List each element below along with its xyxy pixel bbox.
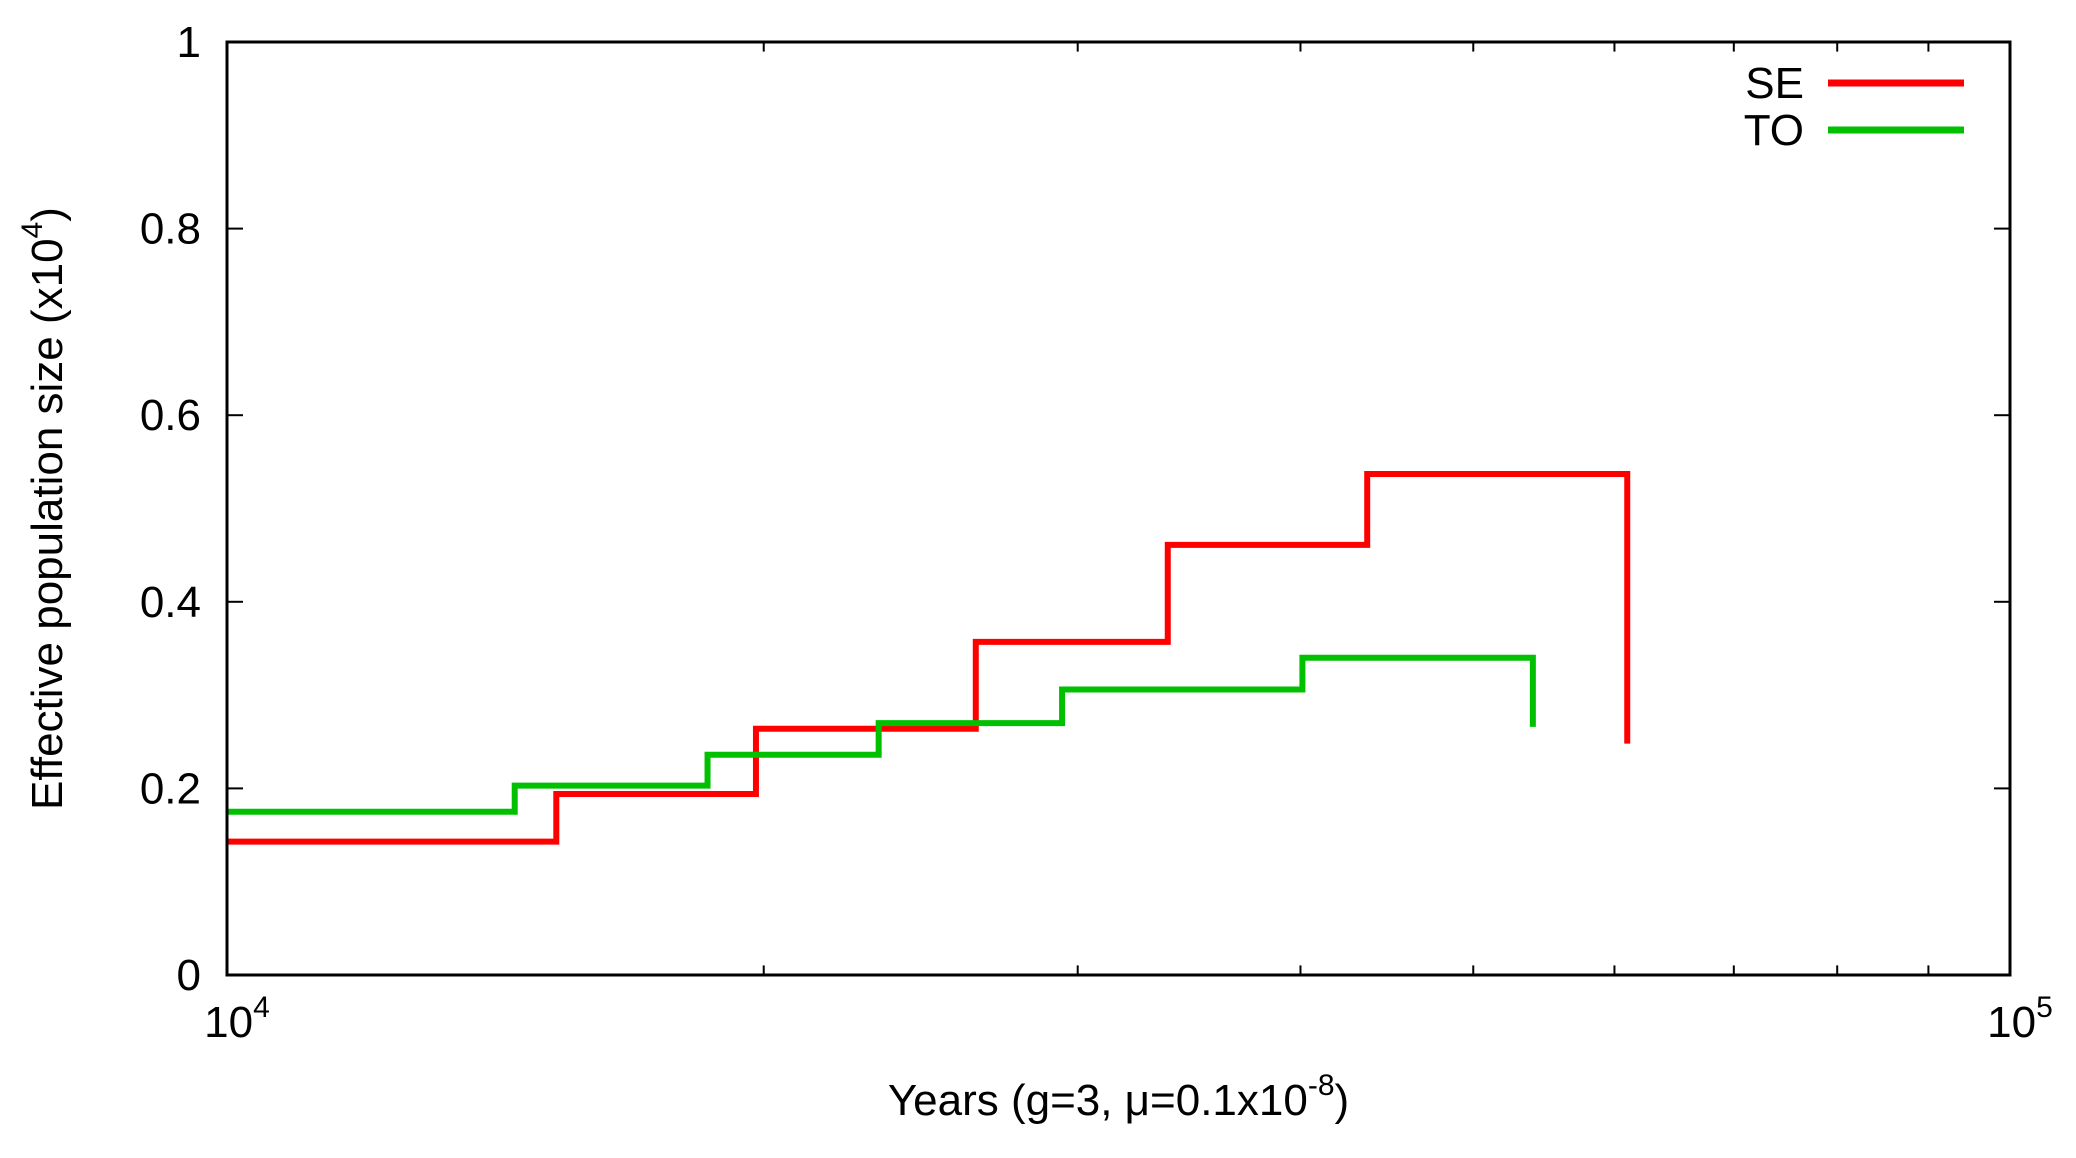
legend-label-se: SE xyxy=(1745,59,1804,108)
y-tick-label: 0.6 xyxy=(140,391,201,440)
x-axis-label-end: ) xyxy=(1335,1076,1350,1125)
plot-frame xyxy=(225,40,2012,977)
x-tick-label: 105 xyxy=(1987,991,2053,1047)
y-tick-label: 0 xyxy=(177,951,201,1000)
y-axis-label: Effective population size (x104) xyxy=(16,207,72,810)
y-tick-label: 0.4 xyxy=(140,578,201,627)
x-tick-label-base: 10 xyxy=(204,998,253,1047)
x-axis-label-main: Years (g=3, μ=0.1x10 xyxy=(888,1076,1308,1125)
series-line-se xyxy=(227,470,1631,845)
y-tick-label: 0.8 xyxy=(140,205,201,254)
x-axis-label: Years (g=3, μ=0.1x10-8) xyxy=(888,1069,1349,1125)
y-axis-label-sup: 4 xyxy=(16,222,49,239)
series-line-to xyxy=(227,654,1536,815)
x-axis-label-sup: -8 xyxy=(1308,1069,1335,1102)
x-tick-label: 104 xyxy=(204,991,270,1047)
legend-label-to: TO xyxy=(1744,106,1804,155)
x-tick-label-exp: 5 xyxy=(2036,991,2053,1024)
x-tick-label-base: 10 xyxy=(1987,998,2036,1047)
y-tick-labels: 0 0.2 0.4 0.6 0.8 1 xyxy=(140,18,201,1000)
y-tick-label: 0.2 xyxy=(140,764,201,813)
axis-ticks xyxy=(226,41,2011,976)
y-tick-label: 1 xyxy=(177,18,201,67)
y-axis-label-main: Effective population size (x10 xyxy=(23,238,72,810)
legend: SE TO xyxy=(1744,59,1964,155)
x-tick-label-exp: 4 xyxy=(253,991,270,1024)
series-lines xyxy=(227,470,1631,845)
y-axis-label-end: ) xyxy=(23,207,72,222)
x-tick-labels: 104 105 xyxy=(204,991,2053,1047)
